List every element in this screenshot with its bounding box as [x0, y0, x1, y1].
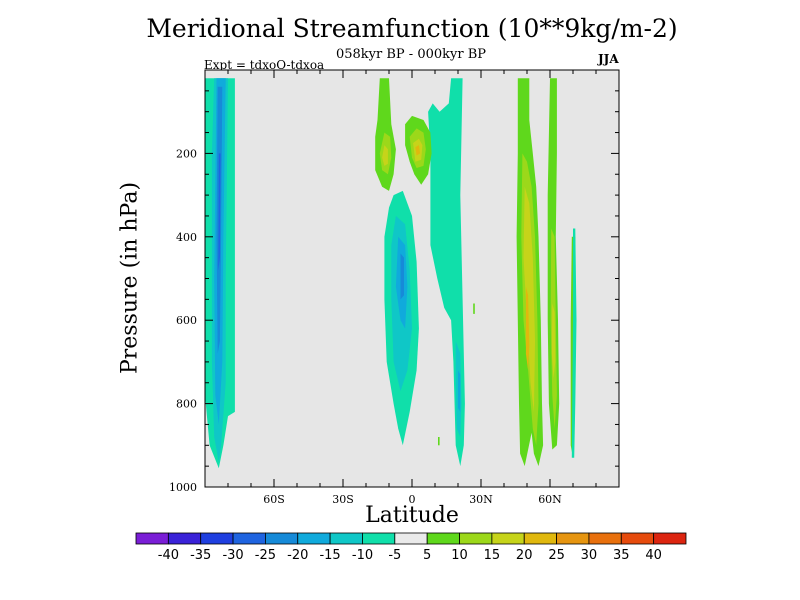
colorbar-swatch [620, 532, 655, 545]
colorbar-swatch [588, 532, 622, 545]
y-tick-label: 200 [176, 147, 197, 160]
y-tick-label: 400 [176, 231, 197, 244]
chart-title: Meridional Streamfunction (10**9kg/m-2) [146, 14, 678, 43]
colorbar-swatch [167, 532, 202, 545]
y-tick-label: 600 [176, 314, 197, 327]
colorbar-label: -30 [222, 548, 243, 563]
contour-trop-neg-15 [458, 370, 461, 412]
colorbar-swatch [297, 532, 331, 545]
colorbar-swatch [135, 532, 169, 545]
contour-up-pos-s-15 [382, 145, 388, 166]
colorbar-label: 40 [645, 548, 662, 563]
colorbar-swatch [232, 532, 266, 545]
experiment-label: Expt = tdxoO-tdxoa [204, 58, 325, 72]
colorbar-swatch [459, 532, 493, 545]
contour-eq-neg-20 [400, 253, 404, 300]
colorbar-swatch [426, 532, 460, 545]
colorbar-swatch [200, 532, 234, 545]
y-tick-label: 800 [176, 398, 197, 411]
colorbar-label: 15 [484, 548, 501, 563]
colorbar-label: 20 [516, 548, 533, 563]
colorbar-swatch [523, 532, 557, 545]
contour-up-pos-n-20 [415, 145, 421, 156]
contour-nh-far-neg [571, 228, 577, 458]
season-label: JJA [598, 52, 619, 66]
colorbar-label: -40 [158, 548, 179, 563]
contour-blob-pos-2 [438, 437, 440, 446]
colorbar-label: 30 [581, 548, 598, 563]
x-tick-label: 30S [332, 493, 354, 506]
x-tick-label: 0 [409, 493, 416, 506]
colorbar: -40 -35 -30 -25 -20 -15 -10 -5 5 10 15 20 25 30 35 40 [135, 532, 687, 563]
colorbar-swatch [265, 532, 299, 545]
colorbar-label: 25 [548, 548, 565, 563]
colorbar-label: 10 [451, 548, 468, 563]
contour-nh-pos-a-20 [525, 286, 530, 371]
contour-blob-pos-1 [473, 303, 475, 314]
chart-subtitle: 058kyr BP - 000kyr BP [335, 47, 487, 62]
y-tick-label: 1000 [169, 481, 197, 494]
colorbar-label: -5 [388, 548, 401, 563]
colorbar-label: 35 [613, 548, 630, 563]
colorbar-swatch [491, 532, 525, 545]
colorbar-swatch [362, 532, 396, 545]
contour-nh-pos-b-15 [551, 303, 556, 379]
colorbar-swatch [329, 532, 363, 545]
contour-fills [205, 78, 577, 469]
colorbar-label: -15 [319, 548, 340, 563]
colorbar-label: -10 [352, 548, 373, 563]
contour-nh-pos-a-15 [523, 186, 535, 412]
x-tick-label: 60S [263, 493, 285, 506]
colorbar-swatch [653, 532, 687, 545]
colorbar-label: 5 [423, 548, 431, 563]
colorbar-swatch [394, 532, 428, 545]
plot-axes: 60S 30S 0 30N 60N 200 400 600 800 1000 [169, 69, 620, 506]
colorbar-label: -20 [287, 548, 308, 563]
colorbar-label: -25 [255, 548, 276, 563]
colorbar-swatch [556, 532, 590, 545]
x-tick-label: 60N [538, 493, 562, 506]
contour-sh-neg-25 [218, 153, 221, 271]
colorbar-label: -35 [190, 548, 211, 563]
x-axis-label: Latitude [365, 503, 459, 528]
x-tick-label: 30N [469, 493, 493, 506]
